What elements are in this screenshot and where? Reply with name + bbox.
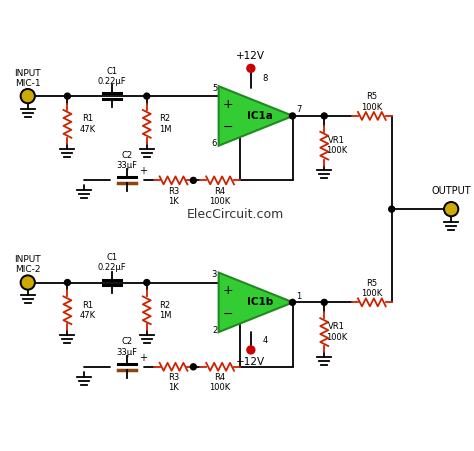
Circle shape [321,299,327,305]
Text: ElecCircuit.com: ElecCircuit.com [186,207,283,221]
Circle shape [290,113,295,119]
Text: +: + [139,353,147,363]
Circle shape [144,280,150,285]
Circle shape [446,204,456,215]
Text: −12V: −12V [237,357,265,367]
Text: R2
1M: R2 1M [159,300,171,320]
Text: −: − [222,121,233,134]
Circle shape [22,277,33,288]
Circle shape [64,93,71,99]
Text: +: + [222,284,233,297]
Circle shape [247,64,255,72]
Circle shape [20,275,35,290]
Circle shape [290,299,295,305]
Text: 2: 2 [212,326,217,335]
Text: +: + [222,97,233,110]
Circle shape [191,364,196,370]
Text: R4
100K: R4 100K [210,373,231,392]
Text: OUTPUT: OUTPUT [431,186,471,196]
Text: R1
47K: R1 47K [79,114,95,133]
Text: R1
47K: R1 47K [79,300,95,320]
Circle shape [321,113,327,119]
Text: 8: 8 [263,74,268,83]
Circle shape [20,89,35,104]
Text: +: + [139,166,147,176]
Circle shape [144,93,150,99]
Text: 5: 5 [212,84,217,92]
Circle shape [389,206,395,212]
Text: R5
100K: R5 100K [361,92,383,112]
Text: +12V: +12V [237,51,265,61]
Text: 1: 1 [296,292,302,301]
Polygon shape [219,86,293,146]
Text: 6: 6 [212,139,217,148]
Text: 4: 4 [263,336,268,345]
Circle shape [247,346,255,354]
Text: INPUT
MIC-2: INPUT MIC-2 [14,255,41,274]
Circle shape [191,177,196,184]
Circle shape [22,91,33,101]
Text: C1
0.22μF: C1 0.22μF [98,67,127,86]
Text: INPUT
MIC-1: INPUT MIC-1 [14,69,41,88]
Text: 3: 3 [212,270,217,279]
Text: VR1
100K: VR1 100K [326,322,347,342]
Text: R5
100K: R5 100K [361,279,383,298]
Text: −: − [222,308,233,321]
Circle shape [64,280,71,285]
Text: C2
33μF: C2 33μF [117,337,137,357]
Text: IC1b: IC1b [246,297,273,307]
Polygon shape [219,272,293,332]
Text: C2
33μF: C2 33μF [117,151,137,170]
Text: IC1a: IC1a [247,111,273,121]
Text: 7: 7 [296,106,302,115]
Text: R3
1K: R3 1K [168,373,179,392]
Text: R2
1M: R2 1M [159,114,171,133]
Text: R3
1K: R3 1K [168,187,179,206]
Circle shape [444,202,459,216]
Text: R4
100K: R4 100K [210,187,231,206]
Text: C1
0.22μF: C1 0.22μF [98,253,127,272]
Text: VR1
100K: VR1 100K [326,136,347,156]
